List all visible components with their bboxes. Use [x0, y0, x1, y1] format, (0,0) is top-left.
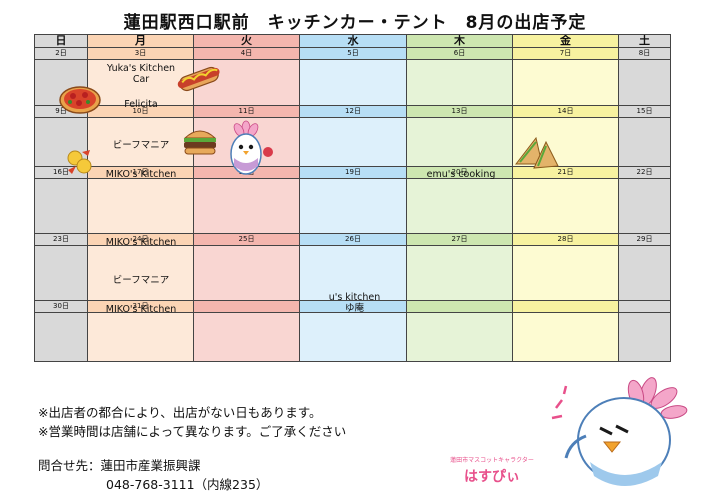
vendor-entry: MIKO's Kitchen [105, 237, 177, 248]
date-cell [299, 300, 407, 313]
date-cell: 5日 [299, 47, 407, 60]
week-row [34, 117, 671, 167]
week-row [34, 312, 671, 362]
hotdog-icon [177, 66, 220, 92]
date-cell: 23日 [34, 233, 88, 246]
contact-label: 問合せ先：蓮田市産業振興課 [38, 458, 201, 473]
weekday-wed: 水 [299, 34, 407, 48]
date-row: 9日 10日 11日 12日 13日 14日 15日 [34, 105, 671, 118]
note-line: ※出店者の都合により、出店がない日もあります。 [38, 405, 322, 420]
vendor-entry: ビーフマニア [112, 140, 170, 151]
date-cell: 12日 [299, 105, 407, 118]
mascot-hasupii-icon [551, 377, 688, 486]
weekday-sun: 日 [34, 34, 88, 48]
sandwich-icon [514, 136, 559, 169]
mascot-icon [230, 120, 273, 175]
burger-icon [183, 130, 217, 155]
date-cell: 7日 [512, 47, 619, 60]
date-cell: 15日 [618, 105, 671, 118]
weekday-thu: 木 [406, 34, 513, 48]
date-cell: 14日 [512, 105, 619, 118]
page-title: 蓮田駅西口駅前 キッチンカー・テント 8月の出店予定 [123, 13, 587, 33]
date-cell [512, 300, 619, 313]
date-cell: 28日 [512, 233, 619, 246]
date-cell: 30日 [34, 300, 88, 313]
weekday-tue: 火 [193, 34, 300, 48]
vendor-entry: Felicita [124, 99, 158, 110]
vendor-entry: emu's cooking [426, 169, 496, 180]
calendar-table: 日 月 火 水 木 金 土 2日 3日 4日 5日 6日 7日 8日 9日 10… [34, 34, 671, 362]
date-cell: 26日 [299, 233, 407, 246]
weekday-fri: 金 [512, 34, 619, 48]
vendor-entry: Yuka's Kitchen [106, 63, 176, 74]
vendor-entry: u's kitchen [328, 292, 381, 303]
date-cell: 2日 [34, 47, 88, 60]
week-row [34, 178, 671, 234]
date-cell: 29日 [618, 233, 671, 246]
vendor-entry: ゆ庵 [344, 303, 364, 314]
vendor-entry: MIKO's Kitchen [105, 304, 177, 315]
date-cell [193, 300, 300, 313]
date-cell: 22日 [618, 166, 671, 179]
date-row: 30日 31日 [34, 300, 671, 313]
mascot-name: はすぴぃ [464, 469, 520, 485]
vendor-entry: MIKO's Kitchen [105, 169, 177, 180]
pizza-icon [59, 86, 101, 114]
date-cell: 19日 [299, 166, 407, 179]
date-cell: 13日 [406, 105, 513, 118]
date-cell: 6日 [406, 47, 513, 60]
week-row [34, 245, 671, 301]
food-icon [67, 150, 92, 174]
weekday-header-row: 日 月 火 水 木 金 土 [34, 34, 671, 48]
contact-phone: 048-768-3111（内線235） [106, 477, 269, 492]
date-row: 2日 3日 4日 5日 6日 7日 8日 [34, 47, 671, 60]
date-cell: 27日 [406, 233, 513, 246]
vendor-entry: ビーフマニア [112, 275, 170, 286]
date-cell: 10日 [87, 105, 194, 118]
notes-block: ※出店者の都合により、出店がない日もあります。 ※営業時間は店舗によって異なりま… [38, 403, 346, 441]
date-row: 16日 17日 18日 19日 20日 21日 22日 [34, 166, 671, 179]
weekday-mon: 月 [87, 34, 194, 48]
date-cell: 11日 [193, 105, 300, 118]
note-line: ※営業時間は店舗によって異なります。ご了承ください [38, 424, 347, 439]
vendor-entry: Car [132, 74, 150, 85]
contact-block: 問合せ先：蓮田市産業振興課 048-768-3111（内線235） [38, 456, 268, 494]
date-cell: 3日 [87, 47, 194, 60]
date-cell: 20日 [406, 166, 513, 179]
weekday-sat: 土 [618, 34, 671, 48]
date-cell: 21日 [512, 166, 619, 179]
date-cell: 4日 [193, 47, 300, 60]
date-cell: 25日 [193, 233, 300, 246]
date-cell: 8日 [618, 47, 671, 60]
date-cell [618, 300, 671, 313]
date-row: 23日 24日 25日 26日 27日 28日 29日 [34, 233, 671, 246]
mascot-label: 蓮田市マスコットキャラクター [450, 457, 534, 464]
date-cell [406, 300, 513, 313]
